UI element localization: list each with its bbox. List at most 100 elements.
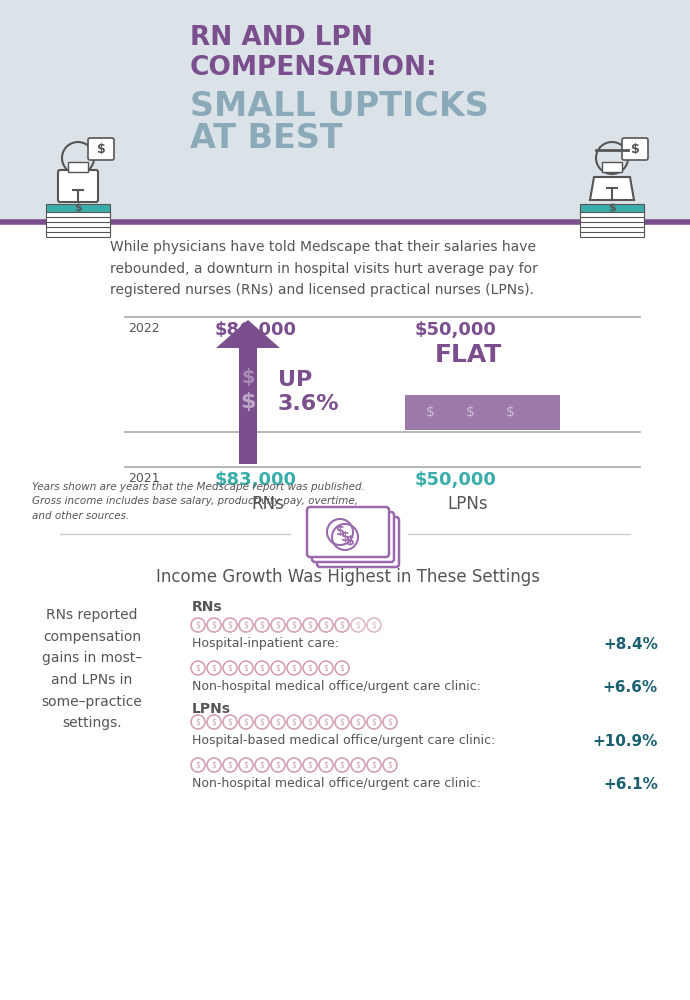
Text: $: $ <box>324 718 328 726</box>
Text: $: $ <box>426 405 435 419</box>
Bar <box>46 209 110 217</box>
Bar <box>580 209 644 217</box>
Text: +6.6%: +6.6% <box>603 680 658 695</box>
Text: $: $ <box>371 718 377 726</box>
Text: +8.4%: +8.4% <box>603 637 658 652</box>
Text: $50,000: $50,000 <box>415 471 497 489</box>
Text: $: $ <box>195 664 200 672</box>
Text: $: $ <box>388 718 393 726</box>
Text: $: $ <box>341 530 349 544</box>
FancyBboxPatch shape <box>622 138 648 160</box>
Bar <box>580 219 644 227</box>
Text: $: $ <box>212 760 217 770</box>
Text: RNs reported
compensation
gains in most–
and LPNs in
some–practice
settings.: RNs reported compensation gains in most–… <box>41 608 142 730</box>
Text: $: $ <box>240 392 256 412</box>
Text: $: $ <box>339 664 344 672</box>
Text: $: $ <box>631 142 640 155</box>
Bar <box>46 214 110 222</box>
Text: $83,000: $83,000 <box>215 471 297 489</box>
Text: $86,000: $86,000 <box>215 321 297 339</box>
Bar <box>46 224 110 232</box>
Text: $: $ <box>388 760 393 770</box>
Polygon shape <box>590 177 634 200</box>
Text: $: $ <box>244 760 248 770</box>
Text: $: $ <box>275 620 280 630</box>
Bar <box>602 162 622 172</box>
Text: $: $ <box>339 760 344 770</box>
Text: $: $ <box>228 718 233 726</box>
Text: $: $ <box>241 367 255 386</box>
Text: 2022: 2022 <box>128 322 159 335</box>
Text: LPNs: LPNs <box>448 495 489 513</box>
Text: $: $ <box>292 760 297 770</box>
Text: $: $ <box>275 664 280 672</box>
Text: 3.6%: 3.6% <box>278 394 339 414</box>
Text: $: $ <box>608 203 616 213</box>
Text: RN AND LPN: RN AND LPN <box>190 25 373 51</box>
Text: $: $ <box>355 760 360 770</box>
Text: SMALL UPTICKS: SMALL UPTICKS <box>190 90 489 123</box>
Text: $: $ <box>324 664 328 672</box>
Text: $: $ <box>212 664 217 672</box>
Text: $: $ <box>244 718 248 726</box>
Text: $: $ <box>228 664 233 672</box>
Bar <box>580 224 644 232</box>
Bar <box>0 0 690 220</box>
Text: $: $ <box>308 718 313 726</box>
FancyBboxPatch shape <box>307 507 389 557</box>
Text: $: $ <box>244 664 248 672</box>
Text: $: $ <box>371 620 377 630</box>
Bar <box>405 395 560 430</box>
Text: $: $ <box>355 718 360 726</box>
Text: $: $ <box>212 620 217 630</box>
Text: $: $ <box>228 760 233 770</box>
Text: $: $ <box>212 718 217 726</box>
Text: $: $ <box>195 620 200 630</box>
Text: $: $ <box>74 203 82 213</box>
Text: $: $ <box>244 620 248 630</box>
Text: $: $ <box>275 760 280 770</box>
Bar <box>46 219 110 227</box>
Text: Hospital-inpatient care:: Hospital-inpatient care: <box>192 637 339 650</box>
Text: LPNs: LPNs <box>192 702 231 716</box>
Text: $: $ <box>259 664 264 672</box>
Text: $: $ <box>195 760 200 770</box>
Text: $: $ <box>466 405 475 419</box>
Text: Income Growth Was Highest in These Settings: Income Growth Was Highest in These Setti… <box>156 568 540 586</box>
Bar <box>239 348 257 464</box>
Text: $: $ <box>195 718 200 726</box>
Text: COMPENSATION:: COMPENSATION: <box>190 55 437 81</box>
Text: $: $ <box>228 620 233 630</box>
Bar <box>580 229 644 237</box>
Text: $: $ <box>275 718 280 726</box>
Text: While physicians have told Medscape that their salaries have
rebounded, a downtu: While physicians have told Medscape that… <box>110 240 538 297</box>
Text: $: $ <box>308 664 313 672</box>
Text: UP: UP <box>278 370 313 390</box>
Text: $: $ <box>371 760 377 770</box>
Text: $: $ <box>339 718 344 726</box>
Text: $: $ <box>97 142 106 155</box>
Text: Non-hospital medical office/urgent care clinic:: Non-hospital medical office/urgent care … <box>192 777 481 790</box>
Bar <box>68 162 88 172</box>
Text: $: $ <box>324 620 328 630</box>
Text: $: $ <box>292 620 297 630</box>
Text: +6.1%: +6.1% <box>603 777 658 792</box>
Text: +10.9%: +10.9% <box>593 734 658 749</box>
Text: $50,000: $50,000 <box>415 321 497 339</box>
Bar <box>580 204 644 212</box>
Text: $: $ <box>335 526 344 538</box>
Text: $: $ <box>324 760 328 770</box>
Polygon shape <box>216 320 280 348</box>
Text: 2021: 2021 <box>128 472 159 485</box>
Text: RNs: RNs <box>252 495 284 513</box>
Text: $: $ <box>506 405 515 419</box>
Text: $: $ <box>355 620 360 630</box>
Text: $: $ <box>339 620 344 630</box>
Bar <box>46 229 110 237</box>
FancyBboxPatch shape <box>58 170 98 202</box>
Text: Non-hospital medical office/urgent care clinic:: Non-hospital medical office/urgent care … <box>192 680 481 693</box>
FancyBboxPatch shape <box>312 512 394 562</box>
Text: $: $ <box>259 760 264 770</box>
Text: RNs: RNs <box>192 600 223 614</box>
Bar <box>580 214 644 222</box>
